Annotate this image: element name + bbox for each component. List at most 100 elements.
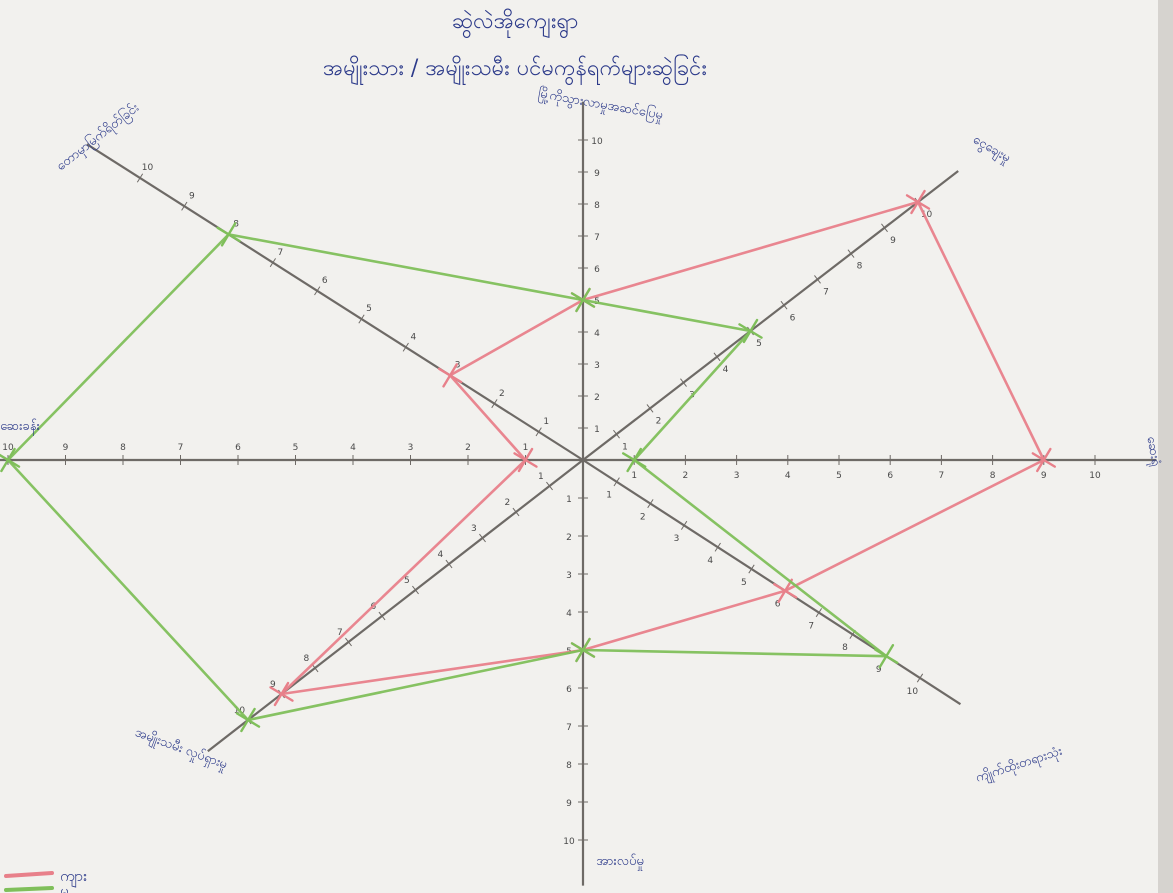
chart-title: ဆွဲလဲအိုကျေးရွာ	[452, 8, 578, 39]
tick-label: 5	[836, 471, 842, 481]
axis-line-7	[86, 143, 584, 461]
tick-mark	[314, 286, 321, 296]
axis-line-1	[582, 170, 959, 461]
tick-label: 6	[566, 685, 572, 695]
legend: ကျား မ	[4, 867, 87, 893]
tick-label: 10	[1089, 471, 1101, 481]
series-marker	[575, 287, 591, 313]
tick-label: 5	[741, 578, 747, 588]
tick-label: 8	[842, 643, 848, 653]
tick-mark	[916, 673, 924, 683]
tick-label: 9	[876, 665, 882, 675]
tick-mark	[713, 352, 721, 362]
series-marker	[240, 707, 256, 733]
series-marker	[878, 644, 895, 669]
chart-subtitle: အမျိုးသား / အမျိုးသမီး ပင်မကွန်ရက်များဆွ…	[323, 54, 707, 86]
tick-label: 7	[594, 233, 600, 243]
tick-label: 3	[408, 443, 414, 453]
tick-label: 9	[189, 191, 195, 201]
tick-label: 7	[808, 621, 814, 631]
tick-mark	[815, 608, 823, 618]
tick-label: 2	[640, 512, 646, 522]
axis-line-5	[207, 459, 584, 753]
tick-label: 1	[523, 443, 529, 453]
tick-label: 1	[594, 425, 600, 435]
tick-mark	[535, 427, 542, 437]
series-marker	[517, 447, 534, 473]
paper-edge-right	[1158, 0, 1173, 893]
tick-mark	[491, 399, 498, 409]
series-marker	[626, 447, 642, 473]
tick-label: 9	[1041, 471, 1047, 481]
tick-label: 10	[563, 837, 575, 847]
tick-mark	[512, 507, 520, 517]
tick-label: 10	[2, 443, 14, 453]
tick-mark	[445, 559, 453, 569]
tick-label: 10	[921, 210, 933, 220]
tick-label: 6	[594, 265, 600, 275]
series-marker	[0, 447, 16, 473]
tick-label: 10	[907, 687, 919, 697]
tick-label: 6	[775, 600, 781, 610]
series-marker	[777, 578, 793, 603]
tick-label: 4	[707, 556, 713, 566]
tick-mark	[680, 520, 688, 530]
tick-label: 8	[566, 761, 572, 771]
tick-mark	[269, 258, 277, 268]
tick-label: 8	[120, 443, 126, 453]
tick-label: 2	[683, 471, 689, 481]
tick-label: 9	[63, 443, 69, 453]
tick-label: 4	[566, 609, 572, 619]
tick-label: 9	[594, 169, 600, 179]
series-lines	[0, 189, 1057, 733]
tick-label: 2	[566, 533, 572, 543]
tick-mark	[345, 637, 352, 647]
tick-label: 5	[293, 443, 299, 453]
tick-label: 7	[823, 287, 829, 297]
tick-label: 3	[566, 571, 572, 581]
tick-mark	[814, 275, 821, 284]
tick-label: 8	[594, 201, 600, 211]
tick-label: 5	[366, 304, 372, 314]
tick-label: 8	[233, 220, 239, 230]
tick-label: 1	[566, 495, 572, 505]
tick-label: 7	[566, 723, 572, 733]
series-marker	[910, 189, 926, 215]
tick-label: 2	[594, 393, 600, 403]
tick-mark	[378, 611, 386, 621]
tick-label: 10	[142, 163, 154, 173]
tick-mark	[402, 342, 409, 352]
tick-label: 4	[723, 365, 729, 375]
tick-label: 4	[350, 443, 356, 453]
tick-label: 4	[438, 550, 444, 560]
tick-mark	[358, 314, 365, 324]
tick-label: 4	[410, 332, 416, 342]
series-marker	[742, 318, 759, 344]
legend-label-female: မ	[60, 882, 69, 893]
tick-label: 2	[465, 443, 471, 453]
tick-mark	[748, 564, 755, 574]
tick-mark	[646, 404, 654, 413]
series-marker	[220, 222, 237, 247]
legend-swatch-male	[4, 871, 54, 878]
series-marker	[442, 363, 458, 388]
tick-label: 4	[594, 329, 600, 339]
tick-label: 4	[785, 471, 791, 481]
tick-label: 5	[756, 339, 762, 349]
tick-mark	[780, 300, 788, 310]
tick-mark	[847, 249, 855, 258]
tick-label: 3	[594, 361, 600, 371]
tick-label: 8	[857, 262, 863, 272]
tick-label: 7	[178, 443, 184, 453]
tick-label: 6	[790, 313, 796, 323]
tick-mark	[546, 481, 553, 491]
tick-label: 9	[890, 236, 896, 246]
tick-label: 6	[887, 471, 893, 481]
tick-mark	[881, 223, 888, 233]
tick-mark	[613, 477, 620, 487]
tick-label: 1	[631, 471, 637, 481]
tick-label: 1	[606, 491, 612, 501]
tick-mark	[680, 378, 687, 387]
tick-label: 9	[566, 799, 572, 809]
